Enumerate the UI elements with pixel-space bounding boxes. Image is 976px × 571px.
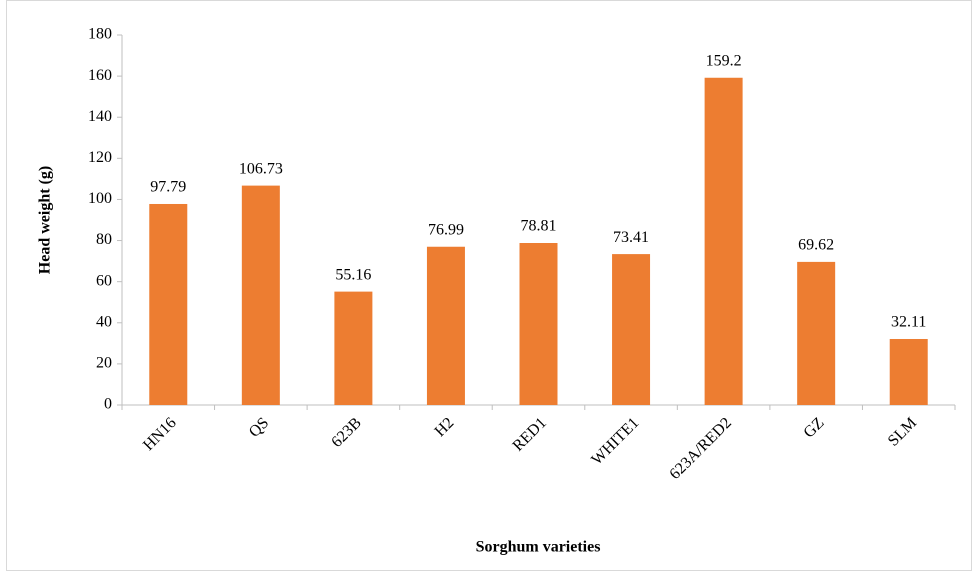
data-label: 55.16 [335, 266, 371, 283]
x-axis-title: Sorghum varieties [476, 539, 601, 556]
data-label: 159.2 [706, 52, 742, 69]
data-label: 69.62 [798, 237, 834, 254]
bar [704, 77, 743, 405]
bar [797, 261, 836, 405]
bar [426, 246, 465, 405]
data-label: 106.73 [239, 160, 283, 177]
bar [612, 254, 651, 405]
data-label: 78.81 [521, 218, 557, 235]
bar [889, 338, 928, 405]
data-label: 97.79 [150, 179, 186, 196]
bar [149, 203, 188, 405]
y-tick-label: 40 [96, 313, 112, 330]
data-label: 32.11 [891, 314, 926, 331]
bar [519, 243, 558, 405]
y-tick-label: 100 [88, 190, 112, 207]
y-axis-title: Head weight (g) [37, 166, 54, 274]
y-tick-label: 80 [96, 231, 112, 248]
y-tick-label: 0 [104, 396, 112, 413]
data-label: 73.41 [613, 229, 649, 246]
bar [241, 185, 280, 405]
y-tick-label: 160 [88, 67, 112, 84]
y-tick-label: 180 [88, 26, 112, 43]
bar [334, 291, 373, 405]
data-label: 76.99 [428, 221, 464, 238]
y-tick-label: 140 [88, 108, 112, 125]
y-tick-label: 20 [96, 355, 112, 372]
y-tick-label: 60 [96, 272, 112, 289]
y-tick-label: 120 [88, 149, 112, 166]
